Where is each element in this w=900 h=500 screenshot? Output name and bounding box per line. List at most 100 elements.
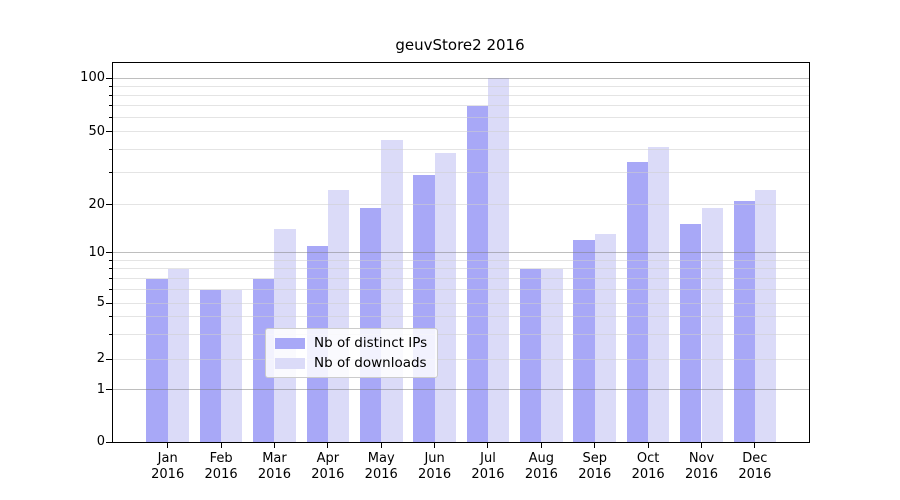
gridline-y-1: [113, 389, 809, 390]
y-tick-label-2: 2: [96, 351, 105, 366]
x-tick-oct: [647, 442, 649, 448]
gridline-y-3: [113, 333, 809, 335]
x-tick-label-nov: Nov 2016: [670, 451, 734, 483]
x-tick-label-sep: Sep 2016: [563, 451, 627, 483]
x-tick-label-aug: Aug 2016: [509, 451, 573, 483]
gridline-y-90: [113, 85, 809, 87]
x-tick-label-jan: Jan 2016: [136, 451, 200, 483]
bar-distinct-ips-jun: [413, 174, 435, 442]
gridline-y-2: [113, 358, 809, 360]
y-minor-tick-9: [109, 259, 112, 261]
month-label: Sep: [582, 451, 607, 466]
year-label: 2016: [364, 467, 398, 482]
month-label: Feb: [209, 451, 233, 466]
gridline-y-100: [113, 77, 809, 79]
bar-downloads-oct: [648, 147, 670, 442]
x-tick-aug: [540, 442, 542, 448]
y-minor-tick-6: [109, 289, 112, 291]
y-minor-tick-30: [109, 171, 112, 173]
month-label: Dec: [742, 451, 768, 466]
gridline-y-6: [113, 289, 809, 291]
bar-distinct-ips-jan: [146, 278, 168, 442]
x-tick-label-jun: Jun 2016: [403, 451, 467, 483]
y-tick-label-100: 100: [80, 70, 105, 86]
bar-distinct-ips-oct: [626, 162, 649, 442]
y-minor-tick-3: [109, 333, 112, 335]
x-tick-jul: [487, 442, 489, 448]
year-label: 2016: [471, 467, 505, 482]
x-tick-label-apr: Apr 2016: [296, 451, 360, 483]
x-tick-label-oct: Oct 2016: [616, 451, 680, 483]
x-tick-jan: [167, 442, 169, 448]
month-label: Jun: [424, 451, 445, 466]
year-label: 2016: [204, 467, 238, 482]
gridline-y-40: [113, 148, 809, 150]
bar-distinct-ips-jul: [466, 105, 488, 442]
legend-swatch-distinct-ips: [275, 337, 305, 349]
y-tick-label-5: 5: [96, 295, 105, 310]
x-tick-label-dec: Dec 2016: [723, 451, 787, 483]
bar-downloads-may: [381, 139, 403, 442]
y-tick-2: [106, 358, 112, 360]
bar-downloads-nov: [701, 208, 723, 442]
bar-distinct-ips-dec: [733, 200, 755, 442]
bar-downloads-feb: [221, 289, 243, 442]
year-label: 2016: [738, 467, 772, 482]
bar-downloads-sep: [594, 234, 617, 442]
gridline-y-80: [113, 94, 809, 96]
year-label: 2016: [684, 467, 719, 482]
y-tick-1: [106, 389, 112, 390]
month-label: Mar: [262, 451, 287, 466]
bar-downloads-jun: [434, 153, 456, 442]
y-minor-tick-4: [109, 316, 112, 318]
x-tick-label-mar: Mar 2016: [242, 451, 306, 483]
gridline-y-20: [113, 204, 809, 205]
y-tick-50: [106, 131, 112, 132]
y-minor-tick-90: [109, 85, 112, 87]
month-label: Oct: [636, 451, 660, 466]
month-label: May: [367, 451, 395, 466]
year-label: 2016: [418, 467, 452, 482]
month-label: Aug: [528, 451, 555, 466]
y-tick-label-1: 1: [96, 381, 105, 397]
month-label: Nov: [688, 451, 715, 466]
x-tick-label-jul: Jul 2016: [456, 451, 520, 483]
gridline-y-5: [113, 302, 809, 304]
x-tick-label-may: May 2016: [349, 451, 413, 483]
year-label: 2016: [578, 467, 612, 482]
gridline-y-60: [113, 117, 809, 118]
bar-distinct-ips-sep: [573, 239, 595, 442]
legend-entry-distinct-ips: Nb of distinct IPs: [275, 335, 427, 351]
legend-label-downloads: Nb of downloads: [314, 355, 427, 371]
y-tick-label-20: 20: [88, 196, 105, 212]
gridline-y-10: [113, 252, 809, 253]
x-tick-jun: [434, 442, 436, 448]
y-tick-10: [106, 252, 112, 253]
year-label: 2016: [524, 467, 558, 482]
gridline-y-8: [113, 268, 809, 270]
legend-entry-downloads: Nb of downloads: [275, 355, 427, 371]
bar-distinct-ips-feb: [199, 289, 222, 442]
bar-distinct-ips-may: [359, 208, 382, 442]
y-tick-0: [106, 441, 112, 443]
month-label: Apr: [316, 451, 340, 466]
y-tick-label-50: 50: [88, 123, 105, 139]
legend: Nb of distinct IPs Nb of downloads: [265, 328, 439, 378]
plot-area: 100 50 20 10 5 2 1 0 Jan 2016 Feb 2016 Mar 2016 Apr 201…: [80, 62, 810, 482]
year-label: 2016: [151, 467, 185, 482]
y-tick-label-10: 10: [88, 244, 105, 260]
year-label: 2016: [257, 467, 291, 482]
gridline-y-9: [113, 259, 809, 261]
y-tick-100: [106, 77, 112, 79]
y-minor-tick-70: [109, 105, 112, 107]
x-tick-apr: [327, 442, 329, 448]
y-tick-label-0: 0: [96, 434, 105, 449]
x-tick-dec: [754, 442, 756, 448]
legend-swatch-downloads: [275, 357, 305, 369]
gridline-y-7: [113, 277, 809, 279]
gridline-y-30: [113, 171, 809, 173]
gridline-y-70: [113, 105, 809, 107]
y-minor-tick-8: [109, 268, 112, 270]
legend-label-distinct-ips: Nb of distinct IPs: [314, 335, 428, 351]
